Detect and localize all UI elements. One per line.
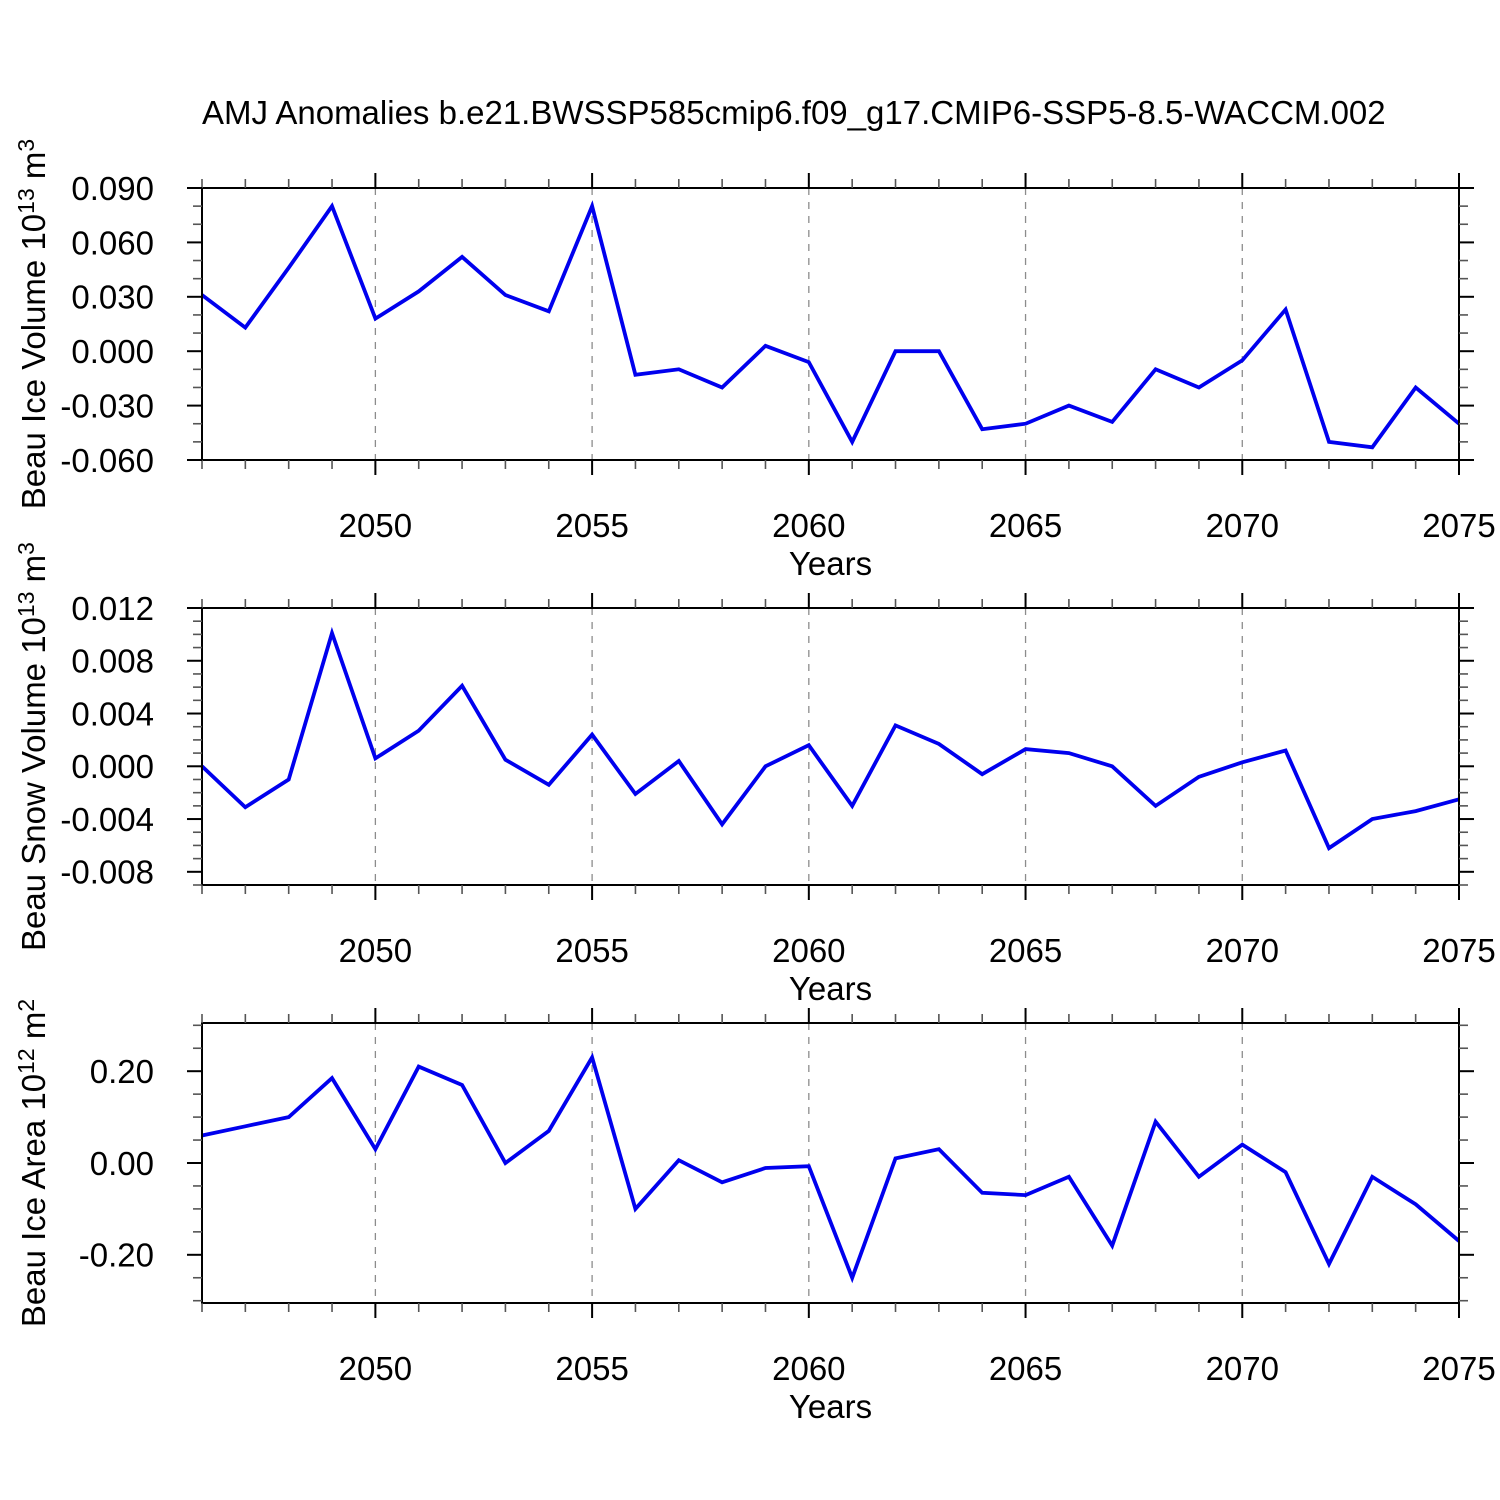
y-tick-label: 0.20 [90, 1053, 154, 1090]
y-tick-label: -0.008 [60, 854, 154, 891]
y-tick-label: 0.000 [71, 333, 154, 370]
x-tick-label: 2065 [989, 1350, 1062, 1387]
y-tick-labels: 0.090 0.060 0.030 0.000 -0.030 -0.060 [60, 170, 154, 479]
x-tick-labels: 2050 2055 2060 2065 2070 2075 [339, 1350, 1496, 1387]
x-ticks [201, 173, 1460, 475]
y-tick-label: 0.012 [71, 590, 154, 627]
y-tick-label: -0.004 [60, 801, 154, 838]
panel-ice-area: 0.20 0.00 -0.20 2050 2055 2060 2065 2070 2075 Yea… [13, 999, 1496, 1425]
x-tick-label: 2055 [555, 1350, 628, 1387]
y-ticks [187, 187, 1474, 461]
gridlines [374, 608, 1243, 885]
y-tick-label: 0.000 [71, 748, 154, 785]
y-tick-label: 0.090 [71, 170, 154, 207]
x-tick-labels: 2050 2055 2060 2065 2070 2075 [339, 507, 1496, 544]
y-ticks [187, 607, 1474, 886]
y-axis-title: Beau Ice Area 1012 m2 [13, 999, 52, 1327]
y-axis-title: Beau Ice Volume 1013 m3 [13, 139, 52, 509]
x-tick-label: 2060 [772, 1350, 845, 1387]
y-tick-label: -0.20 [79, 1237, 154, 1274]
y-tick-label: 0.008 [71, 643, 154, 680]
y-tick-labels: 0.012 0.008 0.004 0.000 -0.004 -0.008 [60, 590, 154, 891]
plot-frame [201, 607, 1460, 886]
y-tick-label: 0.030 [71, 279, 154, 316]
x-tick-label: 2050 [339, 932, 412, 969]
x-axis-title: Years [789, 1388, 872, 1425]
x-tick-label: 2060 [772, 507, 845, 544]
y-tick-label: -0.030 [60, 387, 154, 424]
gridlines [374, 188, 1243, 460]
x-axis-title: Years [789, 970, 872, 1007]
y-ticks [187, 1024, 1474, 1302]
x-tick-label: 2075 [1422, 507, 1495, 544]
x-ticks [201, 593, 1460, 900]
x-tick-label: 2055 [555, 932, 628, 969]
x-tick-label: 2050 [339, 507, 412, 544]
y-tick-label: 0.00 [90, 1145, 154, 1182]
x-tick-label: 2070 [1206, 507, 1279, 544]
x-tick-label: 2065 [989, 507, 1062, 544]
x-tick-label: 2055 [555, 507, 628, 544]
x-tick-label: 2070 [1206, 932, 1279, 969]
y-tick-label: -0.060 [60, 442, 154, 479]
x-tick-label: 2050 [339, 1350, 412, 1387]
x-ticks [201, 1008, 1460, 1318]
x-axis-title: Years [789, 545, 872, 582]
chart-title: AMJ Anomalies b.e21.BWSSP585cmip6.f09_g1… [202, 94, 1386, 131]
x-tick-label: 2070 [1206, 1350, 1279, 1387]
y-tick-label: 0.060 [71, 224, 154, 261]
x-tick-labels: 2050 2055 2060 2065 2070 2075 [339, 932, 1496, 969]
x-tick-label: 2075 [1422, 932, 1495, 969]
y-tick-labels: 0.20 0.00 -0.20 [79, 1053, 154, 1274]
panel-snow-volume: 0.012 0.008 0.004 0.000 -0.004 -0.008 2050 2055… [13, 542, 1496, 1007]
gridlines [374, 1023, 1243, 1303]
x-tick-label: 2060 [772, 932, 845, 969]
plot-frame [201, 187, 1460, 461]
y-tick-label: 0.004 [71, 695, 154, 732]
series-line-snow-volume [200, 626, 1460, 851]
x-tick-label: 2065 [989, 932, 1062, 969]
panel-ice-volume: 0.090 0.060 0.030 0.000 -0.030 -0.060 2050 2055… [13, 139, 1496, 582]
series-line-ice-volume [200, 200, 1461, 450]
x-tick-label: 2075 [1422, 1350, 1495, 1387]
series-line-ice-area [201, 1052, 1461, 1284]
y-axis-title: Beau Snow Volume 1013 m3 [13, 542, 52, 951]
